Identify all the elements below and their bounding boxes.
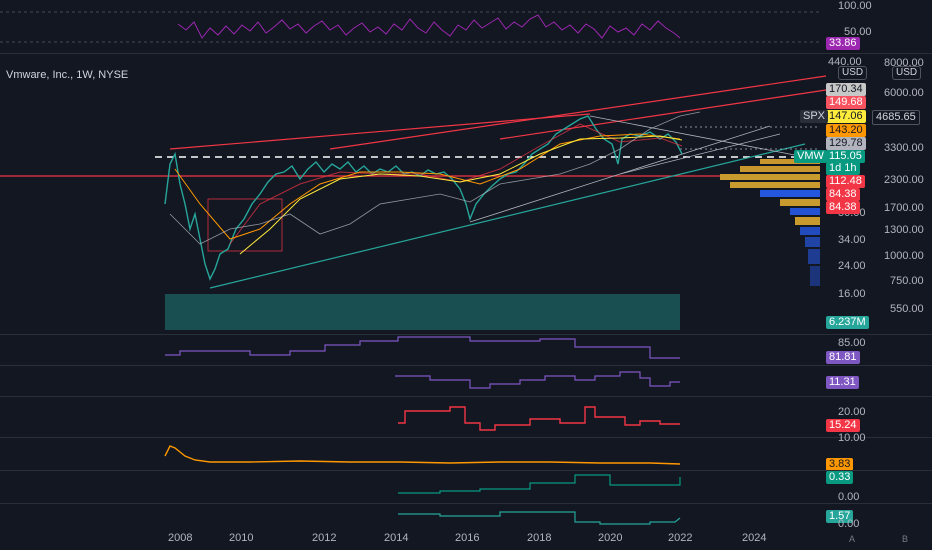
pane-separator[interactable]: [0, 437, 932, 438]
pane-separator[interactable]: [0, 396, 932, 397]
volume-profile: [720, 159, 820, 286]
x-label-2018: 2018: [527, 532, 552, 544]
price-pane[interactable]: Vmware, Inc., 1W, NYSE USD USD 6000.00 3…: [0, 54, 932, 334]
indicator-scale: 0.00: [838, 491, 860, 503]
volume-tag: 6.237M: [826, 316, 869, 329]
x-label-2012: 2012: [312, 532, 337, 544]
spx-line: [169, 111, 701, 245]
spx-value: 4685.65: [872, 110, 920, 125]
indicator-plot-4: [164, 445, 681, 465]
chart-title: Vmware, Inc., 1W, NYSE: [6, 69, 129, 81]
x-label-2014: 2014: [384, 532, 409, 544]
indicator-pane-5[interactable]: 0.33 0.00: [0, 471, 932, 503]
price-tag: 143.20: [826, 124, 866, 137]
right-scale-750: 750.00: [890, 275, 924, 287]
right-scale-8000: 6000.00: [884, 87, 924, 99]
pane-separator[interactable]: [0, 470, 932, 471]
price-plot: [0, 75, 827, 330]
left-scale-16: 16.00: [838, 288, 866, 300]
right-scale-1700: 1700.00: [884, 202, 924, 214]
indicator-plot-2: [395, 371, 680, 389]
spx-label: SPX: [800, 110, 829, 123]
price-tag: 147.06: [826, 110, 866, 123]
x-label-2008: 2008: [168, 532, 193, 544]
pane-separator[interactable]: [0, 503, 932, 504]
indicator-scale: 10.00: [838, 432, 866, 444]
indicator-plot-5: [398, 474, 681, 494]
x-label-2020: 2020: [598, 532, 623, 544]
x-label-2024: 2024: [742, 532, 767, 544]
pane-separator[interactable]: [0, 53, 932, 54]
indicator-value: 3.83: [826, 458, 854, 471]
price-tag: 84.38: [826, 188, 860, 201]
indicator-plot-1: [165, 336, 680, 359]
ma-yellow: [239, 135, 683, 255]
price-tag: 129.78: [826, 137, 866, 150]
indicator-pane-3[interactable]: 20.00 15.24: [0, 397, 932, 437]
indicator-plot-3: [398, 406, 680, 431]
right-scale-3300: 3300.00: [884, 142, 924, 154]
rsi-line: [177, 14, 681, 39]
x-label-2022: 2022: [668, 532, 693, 544]
indicator-value: 11.31: [826, 376, 859, 389]
indicator-value: 1.57: [826, 510, 854, 523]
indicator-pane-2[interactable]: 11.31: [0, 366, 932, 396]
price-tag: 149.68: [826, 96, 866, 109]
price-tag: 84.38: [826, 201, 860, 214]
right-scale-2300: 2300.00: [884, 174, 924, 186]
vmw-label: VMW: [794, 150, 827, 163]
indicator-plot-6: [398, 511, 681, 525]
countdown: 1d 1h: [826, 162, 860, 175]
ma-orange: [174, 133, 681, 240]
x-label-2010: 2010: [229, 532, 254, 544]
rsi-pane[interactable]: 100.00 50.00 33.86: [0, 0, 932, 52]
price-tag: 112.48: [826, 175, 865, 188]
auto-scale-icon[interactable]: A: [849, 534, 856, 544]
right-scale-550: 550.00: [890, 303, 924, 315]
right-scale-top: 8000.00: [884, 57, 924, 69]
indicator-value: 81.81: [826, 351, 860, 364]
indicator-value: 15.24: [826, 419, 860, 432]
currency-left[interactable]: USD: [838, 66, 868, 80]
left-scale-440: 440.00: [828, 56, 862, 68]
indicator-pane-1[interactable]: 85.00 81.81: [0, 335, 932, 365]
x-label-2016: 2016: [455, 532, 480, 544]
price-tag: 170.34: [826, 83, 866, 96]
right-scale-1300: 1300.00: [884, 224, 924, 236]
rsi-level-50: 50.00: [844, 26, 872, 38]
right-scale-1000: 1000.00: [884, 250, 924, 262]
rsi-level-100: 100.00: [838, 0, 872, 12]
indicator-pane-4[interactable]: 10.00 3.83: [0, 432, 932, 471]
volume-bars: [165, 294, 680, 330]
rsi-plot: [0, 11, 820, 43]
indicator-scale: 20.00: [838, 406, 866, 418]
rsi-value-tag: 33.86: [826, 37, 860, 50]
left-scale-24: 24.00: [838, 260, 866, 272]
settings-icon[interactable]: B: [902, 534, 909, 544]
indicator-value: 0.33: [826, 471, 854, 484]
indicator-scale: 0.00: [838, 518, 860, 530]
left-scale-34: 34.00: [838, 234, 866, 246]
indicator-pane-6[interactable]: 1.57 0.00: [0, 504, 932, 530]
pane-separator[interactable]: [0, 365, 932, 366]
price-line: [164, 115, 683, 281]
indicator-scale: 85.00: [838, 337, 866, 349]
pane-separator[interactable]: [0, 334, 932, 335]
vmw-value: 115.05: [826, 150, 865, 163]
currency-right[interactable]: USD: [892, 66, 922, 80]
